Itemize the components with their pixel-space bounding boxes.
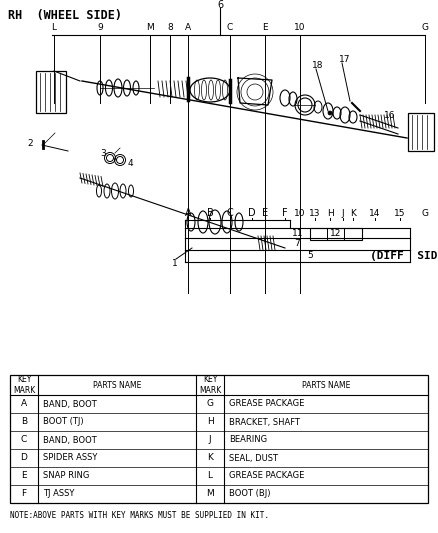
Text: A: A — [185, 208, 191, 218]
Text: M: M — [146, 22, 154, 31]
Text: BEARING: BEARING — [229, 435, 267, 445]
Text: (DIFF  SIDE): (DIFF SIDE) — [370, 251, 438, 261]
Text: H: H — [207, 417, 213, 426]
Text: C: C — [226, 208, 233, 218]
Text: G: G — [421, 22, 428, 31]
Text: C: C — [21, 435, 27, 445]
Text: SPIDER ASSY: SPIDER ASSY — [43, 454, 97, 463]
Text: PARTS NAME: PARTS NAME — [302, 381, 350, 390]
Text: 16: 16 — [384, 110, 396, 119]
Text: SNAP RING: SNAP RING — [43, 472, 89, 481]
Text: D: D — [248, 208, 256, 218]
Bar — [10, 375, 428, 503]
Text: BAND, BOOT: BAND, BOOT — [43, 435, 97, 445]
Text: BAND, BOOT: BAND, BOOT — [43, 400, 97, 408]
Text: J: J — [342, 208, 344, 217]
Text: M: M — [206, 489, 214, 498]
Text: 6: 6 — [217, 0, 223, 10]
Text: 8: 8 — [167, 22, 173, 31]
Text: K: K — [350, 208, 356, 217]
Text: GREASE PACKAGE: GREASE PACKAGE — [229, 400, 304, 408]
Text: GREASE PACKAGE: GREASE PACKAGE — [229, 472, 304, 481]
Text: 3: 3 — [100, 149, 106, 157]
Text: KEY
MARK: KEY MARK — [13, 375, 35, 395]
Bar — [408, 113, 434, 151]
Text: 12: 12 — [330, 230, 342, 238]
Text: TJ ASSY: TJ ASSY — [43, 489, 74, 498]
Text: D: D — [21, 454, 28, 463]
Text: L: L — [208, 472, 212, 481]
Text: 10: 10 — [294, 22, 306, 31]
Text: PARTS NAME: PARTS NAME — [93, 381, 141, 390]
Text: F: F — [21, 489, 27, 498]
Text: 18: 18 — [312, 61, 324, 69]
Text: L: L — [52, 22, 57, 31]
Text: 4: 4 — [127, 158, 133, 167]
Text: B: B — [21, 417, 27, 426]
Bar — [310, 228, 362, 240]
Text: F: F — [282, 208, 288, 218]
Text: 1: 1 — [172, 259, 178, 268]
Text: J: J — [208, 435, 211, 445]
Text: BOOT (BJ): BOOT (BJ) — [229, 489, 271, 498]
Text: K: K — [207, 454, 213, 463]
Text: 13: 13 — [309, 208, 321, 217]
Text: 17: 17 — [339, 54, 351, 63]
Text: 5: 5 — [307, 252, 313, 261]
Text: A: A — [21, 400, 27, 408]
Text: H: H — [327, 208, 333, 217]
Text: 10: 10 — [294, 208, 306, 217]
Bar — [36, 71, 66, 113]
Text: E: E — [262, 208, 268, 218]
Text: E: E — [262, 22, 268, 31]
Text: SEAL, DUST: SEAL, DUST — [229, 454, 278, 463]
Text: A: A — [185, 22, 191, 31]
Text: KEY
MARK: KEY MARK — [199, 375, 221, 395]
Text: NOTE:ABOVE PARTS WITH KEY MARKS MUST BE SUPPLIED IN KIT.: NOTE:ABOVE PARTS WITH KEY MARKS MUST BE … — [10, 511, 269, 520]
Text: 2: 2 — [27, 139, 33, 148]
Text: RH  (WHEEL SIDE): RH (WHEEL SIDE) — [8, 10, 122, 22]
Text: 14: 14 — [369, 208, 381, 217]
Text: C: C — [227, 22, 233, 31]
Polygon shape — [238, 78, 272, 105]
Text: B: B — [207, 208, 213, 218]
Circle shape — [328, 111, 332, 115]
Text: 15: 15 — [394, 208, 406, 217]
Text: BRACKET, SHAFT: BRACKET, SHAFT — [229, 417, 300, 426]
Text: G: G — [421, 208, 428, 217]
Text: E: E — [21, 472, 27, 481]
Text: G: G — [206, 400, 213, 408]
Text: BOOT (TJ): BOOT (TJ) — [43, 417, 84, 426]
Text: 9: 9 — [97, 22, 103, 31]
Text: 7: 7 — [295, 239, 300, 248]
Text: 11: 11 — [292, 229, 303, 238]
